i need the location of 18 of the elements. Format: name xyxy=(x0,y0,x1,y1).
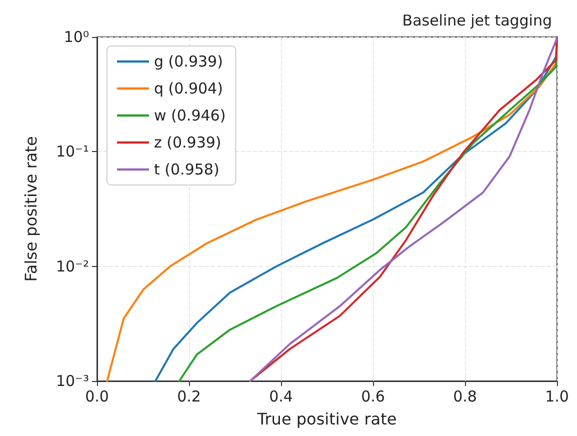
y-tick-label: 10⁻² xyxy=(56,257,89,276)
x-tick-label: 0.4 xyxy=(269,388,293,406)
x-tick-label: 0.0 xyxy=(85,388,109,406)
chart-title: Baseline jet tagging xyxy=(402,12,552,30)
y-axis-title: False positive rate xyxy=(22,136,40,282)
legend-label: q (0.904) xyxy=(154,80,223,98)
legend-label: g (0.939) xyxy=(154,52,223,70)
legend-label: w (0.946) xyxy=(154,106,226,124)
legend-label: t (0.958) xyxy=(154,160,220,178)
x-tick-label: 1.0 xyxy=(545,388,569,406)
x-tick-label: 0.2 xyxy=(177,388,201,406)
y-tick-label: 10⁻¹ xyxy=(56,142,89,161)
y-tick-label: 10⁻³ xyxy=(56,372,89,390)
x-tick-label: 0.6 xyxy=(361,388,385,406)
legend-label: z (0.939) xyxy=(154,134,222,152)
x-axis-title: True positive rate xyxy=(256,410,397,428)
x-tick-label: 0.8 xyxy=(453,388,477,406)
y-tick-label: 10⁰ xyxy=(64,28,89,46)
